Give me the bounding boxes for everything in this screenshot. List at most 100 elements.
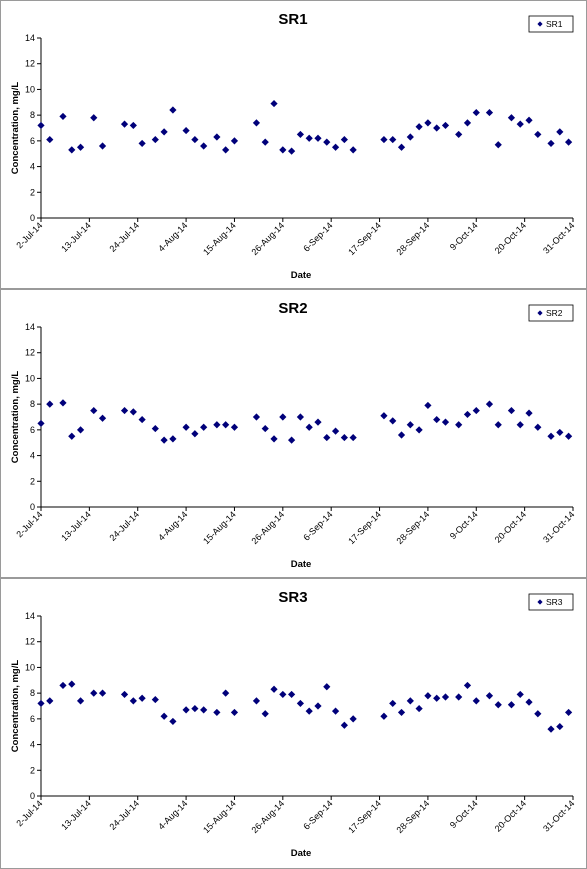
x-tick-label: 28-Sep-14: [395, 798, 432, 835]
data-point: [200, 423, 208, 431]
data-point: [534, 423, 542, 431]
legend-box: [528, 15, 574, 33]
data-point: [98, 689, 107, 697]
data-point: [516, 690, 524, 699]
y-tick-label: 6: [30, 136, 35, 146]
data-point: [380, 712, 388, 720]
data-point: [120, 690, 129, 699]
data-point: [349, 433, 357, 442]
data-point: [59, 681, 67, 690]
data-point: [565, 138, 573, 146]
chart-panel-sr3: SR3 SR3 0 2 4 6 8 10 12 14 2-Jul-14 13-Jul-14 24-Jul…: [0, 578, 587, 869]
x-tick-label: 13-Jul-14: [59, 509, 93, 543]
data-point: [76, 697, 85, 705]
legend: SR1: [528, 15, 574, 33]
data-point: [37, 699, 45, 708]
data-point: [455, 421, 463, 429]
x-tick-label: 13-Jul-14: [59, 220, 93, 254]
y-axis-label: Concentration, mg/L: [10, 82, 21, 175]
x-tick-label: 28-Sep-14: [395, 509, 432, 546]
data-point: [556, 722, 564, 731]
data-point: [200, 706, 208, 714]
y-tick-label: 14: [25, 611, 35, 621]
data-point: [397, 708, 406, 717]
data-series: [37, 399, 573, 444]
data-point: [406, 697, 414, 705]
data-point: [305, 134, 313, 142]
y-axis-label: Concentration, mg/L: [10, 660, 21, 753]
data-point: [68, 432, 76, 440]
x-axis-label: Date: [291, 270, 312, 281]
data-point: [565, 708, 573, 717]
data-point: [472, 406, 480, 415]
data-point: [151, 695, 159, 704]
data-point: [68, 680, 76, 688]
data-point: [485, 692, 494, 700]
data-point: [252, 119, 261, 127]
x-tick-label: 4-Aug-14: [156, 220, 189, 253]
x-tick-label: 13-Jul-14: [59, 798, 93, 832]
y-tick-label: 8: [30, 399, 35, 409]
data-point: [424, 401, 432, 410]
legend: SR2: [528, 304, 574, 322]
data-point: [507, 114, 516, 122]
data-point: [151, 424, 159, 433]
data-point: [169, 717, 177, 726]
x-tick-label: 26-Aug-14: [249, 509, 286, 546]
data-series: [37, 680, 573, 733]
y-tick-label: 6: [30, 714, 35, 724]
data-point: [59, 112, 67, 121]
data-point: [380, 135, 388, 144]
data-point: [46, 135, 54, 144]
data-point: [270, 435, 278, 443]
data-point: [331, 707, 340, 715]
chart-sr1: SR1 SR1 0 2 4 6 8 10 12 14 2-Jul-14 13-Jul-14 24-Jul…: [10, 11, 576, 281]
data-point: [323, 138, 331, 146]
data-point: [331, 143, 340, 151]
legend-marker: [537, 21, 543, 27]
y-tick-label: 10: [25, 84, 35, 94]
data-point: [433, 415, 441, 424]
x-tick-label: 4-Aug-14: [156, 509, 189, 542]
x-tick-label: 9-Oct-14: [448, 798, 480, 830]
data-point: [296, 699, 305, 708]
data-point: [222, 689, 230, 697]
data-point: [433, 694, 441, 702]
data-point: [314, 418, 322, 426]
data-point: [556, 128, 564, 136]
data-point: [288, 690, 296, 699]
data-point: [169, 435, 177, 443]
data-point: [279, 413, 287, 421]
data-point: [534, 130, 542, 139]
x-tick-label: 2-Jul-14: [14, 220, 44, 250]
data-point: [46, 400, 54, 408]
data-point: [200, 142, 208, 150]
x-axis-label: Date: [291, 848, 312, 859]
chart-panel-sr2: SR2 SR2 0 2 4 6 8 10 12 14 2-Jul-14 13-Jul-14 24-Jul…: [0, 289, 587, 578]
data-point: [120, 406, 129, 415]
x-tick-label: 20-Oct-14: [493, 798, 528, 833]
y-tick-label: 12: [25, 348, 35, 358]
data-point: [516, 421, 524, 429]
data-point: [565, 432, 573, 440]
y-tick-label: 12: [25, 59, 35, 69]
data-point: [182, 126, 190, 135]
data-series: [37, 99, 573, 155]
data-point: [525, 409, 533, 417]
data-point: [516, 120, 524, 128]
data-point: [455, 130, 463, 139]
data-point: [424, 692, 432, 700]
data-point: [296, 130, 305, 139]
data-point: [441, 693, 450, 701]
data-point: [314, 134, 322, 142]
data-point: [261, 138, 269, 146]
data-point: [305, 423, 313, 431]
x-tick-label: 26-Aug-14: [249, 220, 286, 257]
data-point: [230, 423, 239, 431]
x-tick-label: 6-Sep-14: [301, 798, 334, 831]
x-tick-label: 6-Sep-14: [301, 509, 334, 542]
data-point: [472, 108, 480, 117]
chart-title: SR2: [278, 300, 307, 317]
data-point: [191, 704, 199, 713]
data-point: [230, 708, 239, 717]
